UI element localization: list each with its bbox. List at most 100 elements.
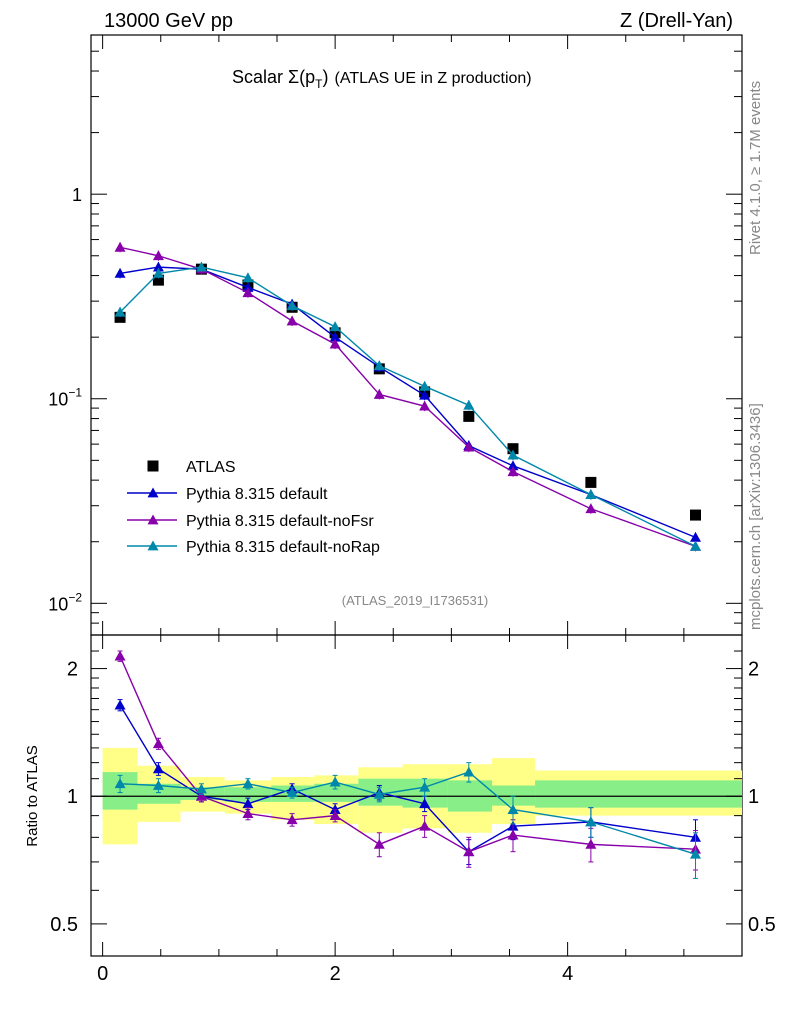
analysis-id: (ATLAS_2019_I1736531)	[342, 593, 488, 608]
series-point-0	[507, 460, 519, 471]
ratio-point-1	[286, 814, 298, 825]
main-ytick-label: 1	[72, 185, 82, 205]
series-line-2	[119, 266, 696, 547]
series-point-1	[242, 287, 254, 298]
series-point-1	[114, 241, 126, 252]
ratio-line-1	[119, 655, 696, 853]
series-point-0	[114, 267, 126, 278]
ratio-ytick-label-right: 0.5	[748, 914, 776, 936]
series-point-1	[507, 466, 519, 477]
header-left: 13000 GeV pp	[104, 10, 233, 32]
ratio-point-2	[242, 778, 254, 789]
series-point-2	[373, 360, 385, 371]
ratio-point-2	[329, 776, 341, 787]
ratio-point-2	[419, 781, 431, 792]
ratio-ytick-label-right: 1	[748, 786, 759, 808]
series-point-0	[690, 531, 701, 542]
side-text-bottom: mcplots.cern.ch [arXiv:1306.3436]	[747, 403, 764, 630]
ratio-point-0	[329, 804, 341, 814]
ratio-point-2	[195, 783, 207, 794]
ratio-ylabel: Ratio to ATLAS	[24, 745, 41, 846]
data-point-atlas	[690, 509, 701, 521]
xtick-label: 2	[330, 963, 341, 985]
series-point-1	[329, 338, 341, 349]
ratio-point-2	[373, 788, 385, 799]
ratio-point-1	[373, 838, 385, 849]
chart-title: Scalar Σ(pT) (ATLAS UE in Z production)	[232, 67, 532, 91]
series-point-2	[507, 449, 519, 460]
main-ytick-label: 10−2	[48, 590, 82, 614]
ratio-band-stat	[314, 783, 359, 802]
ratio-axes: 0 2 4 2 2 1 1 0.5 0.5	[50, 635, 776, 985]
series-point-1	[373, 388, 385, 399]
series-point-0	[152, 261, 164, 272]
data-point-atlas	[152, 274, 164, 286]
series-point-2	[195, 261, 207, 272]
series-line-1	[119, 246, 696, 547]
ratio-point-2	[152, 780, 164, 790]
series-point-1	[286, 315, 298, 326]
ratio-point-1	[585, 838, 597, 849]
ratio-point-1	[463, 846, 475, 857]
legend-label-0: Pythia 8.315 default	[186, 486, 328, 503]
series-point-0	[329, 331, 341, 342]
header-right: Z (Drell-Yan)	[620, 10, 733, 32]
legend: ATLAS Pythia 8.315 default Pythia 8.315 de…	[127, 459, 380, 556]
ratio-point-0	[242, 798, 254, 809]
ratio-point-2	[690, 848, 701, 859]
xtick-label: 0	[97, 963, 108, 985]
ratio-band-stat	[492, 785, 536, 806]
main-ytick-label: 10−1	[48, 386, 82, 410]
legend-marker-1	[147, 514, 159, 525]
side-text-top: Rivet 4.1.0, ≥ 1.7M events	[747, 81, 764, 255]
legend-label-2: Pythia 8.315 default-noRap	[186, 539, 380, 556]
ratio-marks	[114, 650, 701, 879]
ratio-point-2	[463, 766, 475, 777]
ratio-ytick-label-left: 1	[67, 786, 78, 808]
ratio-point-2	[585, 816, 597, 827]
ratio-band-stat	[224, 787, 272, 802]
ratio-point-1	[507, 829, 519, 840]
ratio-point-1	[152, 738, 164, 749]
xtick-label: 4	[562, 963, 573, 985]
main-axes: 1 10−1 10−2	[48, 34, 743, 636]
ratio-band-stat	[137, 783, 181, 804]
data-point-atlas	[114, 311, 126, 323]
legend-label-1: Pythia 8.315 default-noFsr	[186, 513, 374, 530]
series-point-2	[329, 321, 341, 332]
series-point-1	[585, 503, 597, 514]
series-point-2	[585, 489, 597, 499]
legend-label-atlas: ATLAS	[186, 459, 236, 476]
ratio-point-1	[242, 808, 254, 819]
series-point-0	[419, 389, 431, 400]
ratio-point-2	[286, 787, 298, 797]
legend-marker-2	[147, 540, 159, 551]
ratio-point-0	[152, 763, 164, 774]
ratio-point-0	[114, 699, 126, 710]
data-point-atlas	[507, 443, 519, 455]
series-point-0	[242, 281, 254, 292]
ratio-band-stat	[535, 780, 649, 808]
series-point-2	[690, 540, 701, 551]
ratio-point-2	[114, 778, 126, 789]
ratio-point-1	[195, 790, 207, 801]
series-point-2	[152, 267, 164, 278]
ratio-point-1	[419, 820, 431, 831]
ratio-point-0	[419, 798, 431, 809]
data-point-atlas	[463, 410, 475, 422]
ratio-ytick-label-left: 2	[67, 659, 78, 681]
ratio-point-2	[507, 804, 519, 814]
ratio-band-stat	[649, 780, 742, 808]
series-point-2	[419, 380, 431, 391]
series-point-1	[419, 400, 431, 411]
series-point-2	[286, 300, 298, 311]
ratio-point-1	[329, 810, 341, 821]
legend-marker-atlas	[147, 460, 159, 472]
series-point-1	[152, 250, 164, 261]
series-point-2	[463, 399, 475, 410]
series-point-2	[114, 306, 126, 317]
ratio-ytick-label-left: 0.5	[50, 914, 78, 936]
series-point-2	[242, 272, 254, 283]
ratio-line-2	[120, 771, 696, 855]
